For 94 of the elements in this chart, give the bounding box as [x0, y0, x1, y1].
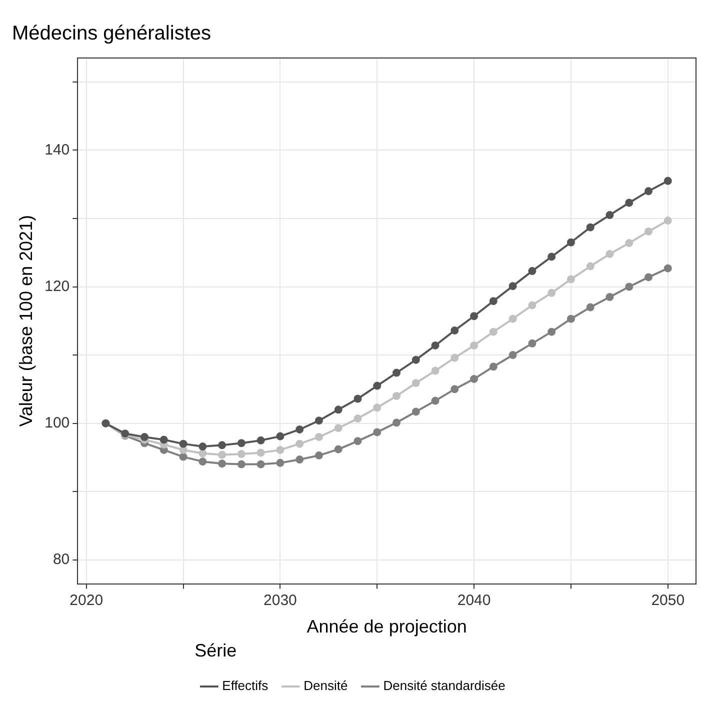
point: [586, 303, 594, 312]
point: [664, 176, 672, 185]
point: [528, 301, 536, 310]
point: [314, 416, 323, 425]
point: [334, 445, 342, 454]
legend-label: Effectifs: [222, 678, 269, 694]
point: [489, 362, 498, 371]
point: [237, 439, 246, 448]
point: [606, 293, 614, 301]
point: [431, 396, 440, 405]
point: [450, 326, 459, 334]
x-tick-label: 2050: [651, 592, 685, 609]
point: [664, 264, 672, 272]
point: [566, 314, 575, 323]
point: [548, 252, 556, 261]
point: [354, 414, 362, 423]
chart-title: Médecins généralistes: [12, 22, 211, 45]
y-tick-label: 80: [52, 551, 70, 568]
point: [256, 460, 265, 468]
point: [276, 458, 284, 467]
x-tick-label: 2040: [457, 592, 491, 609]
point: [528, 339, 536, 348]
point: [412, 356, 420, 364]
point: [431, 366, 440, 375]
point: [392, 392, 401, 400]
point: [489, 328, 498, 336]
point: [470, 341, 478, 350]
point: [470, 374, 478, 383]
point: [276, 432, 284, 440]
point: [256, 448, 265, 457]
point: [644, 227, 653, 236]
y-tick-label: 120: [44, 278, 70, 295]
point: [218, 450, 226, 459]
point: [450, 354, 459, 362]
point: [334, 424, 342, 432]
point: [625, 198, 634, 207]
point: [664, 216, 672, 225]
point: [334, 406, 342, 414]
point: [392, 368, 401, 377]
y-tick-label: 140: [44, 141, 70, 158]
point: [218, 460, 226, 468]
point: [508, 282, 517, 290]
point: [160, 436, 168, 444]
point: [296, 425, 304, 434]
x-axis-title: Année de projection: [306, 616, 467, 637]
point: [606, 211, 614, 220]
point: [218, 441, 226, 450]
point: [566, 275, 575, 284]
point: [489, 297, 498, 306]
point: [198, 442, 207, 451]
point: [586, 223, 594, 232]
point: [354, 437, 362, 446]
point: [412, 408, 420, 416]
point: [508, 351, 517, 360]
point: [566, 238, 575, 246]
point: [237, 450, 246, 458]
point: [644, 273, 653, 282]
point: [450, 385, 459, 394]
point: [528, 267, 536, 276]
point: [140, 432, 149, 441]
point: [373, 428, 382, 436]
point: [354, 394, 362, 403]
x-tick-label: 2020: [70, 592, 104, 609]
point: [586, 262, 594, 270]
point: [470, 312, 478, 320]
point: [314, 432, 323, 441]
point: [373, 404, 382, 412]
point: [276, 446, 284, 454]
point: [198, 458, 207, 466]
point: [548, 288, 556, 297]
point: [198, 449, 207, 458]
point: [644, 187, 653, 196]
point: [296, 440, 304, 448]
point: [606, 250, 614, 258]
point: [508, 314, 517, 323]
point: [392, 418, 401, 427]
point: [237, 460, 246, 468]
point: [373, 382, 382, 390]
point: [314, 451, 323, 460]
legend-title: Série: [194, 640, 237, 660]
legend-label: Densité standardisée: [383, 678, 506, 694]
point: [179, 452, 188, 461]
point: [625, 239, 634, 248]
legend-label: Densité: [304, 678, 348, 694]
point: [256, 436, 265, 444]
x-tick-label: 2030: [264, 592, 297, 609]
y-tick-label: 100: [44, 414, 70, 432]
point: [179, 440, 188, 448]
y-axis-title: Valeur (base 100 en 2021): [16, 214, 36, 427]
point: [412, 379, 420, 388]
point: [548, 328, 556, 336]
point: [296, 456, 304, 464]
point: [625, 282, 634, 291]
point: [431, 341, 440, 350]
